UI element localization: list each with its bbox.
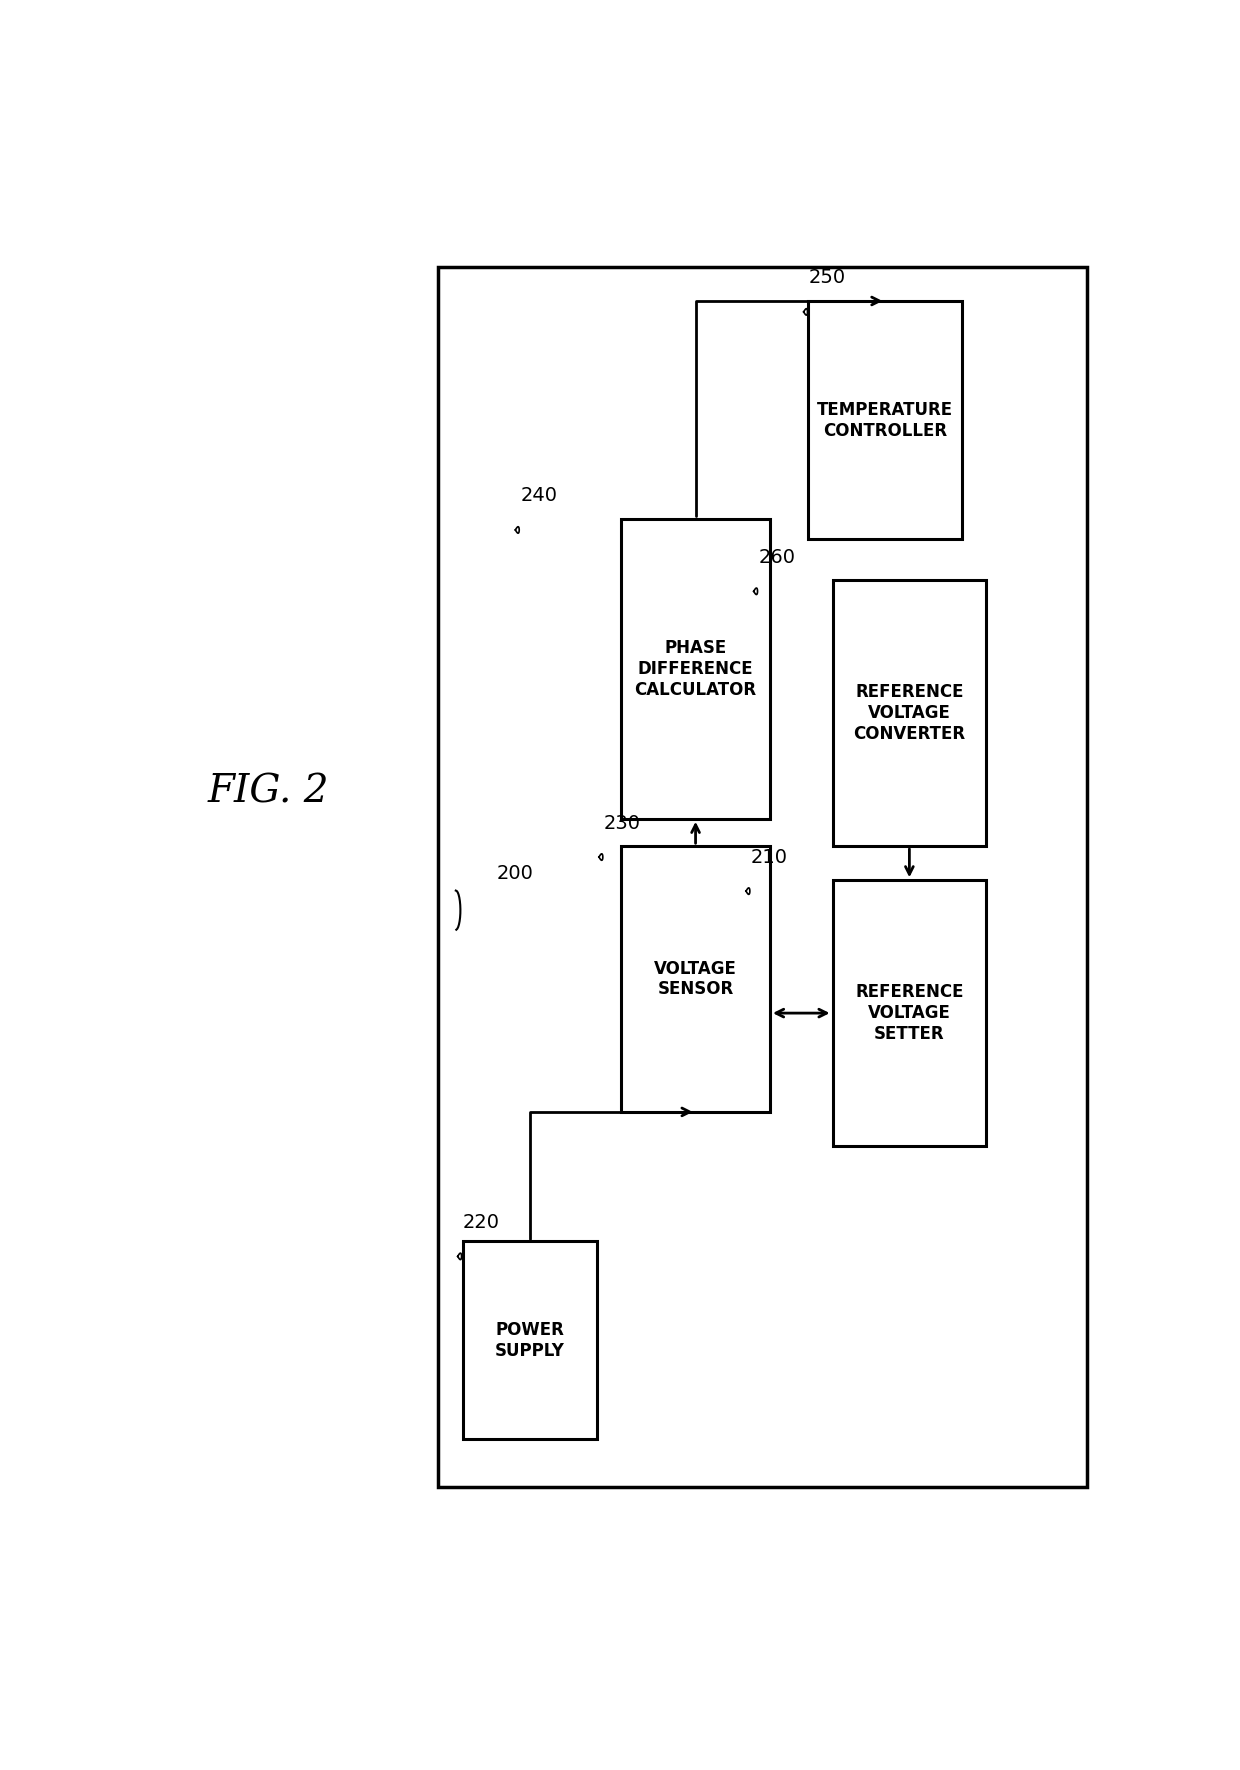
Text: FIG. 2: FIG. 2	[208, 773, 330, 811]
Text: 250: 250	[808, 269, 846, 287]
Bar	[621, 519, 770, 820]
Text: 200: 200	[496, 864, 533, 883]
Text: VOLTAGE
SENSOR: VOLTAGE SENSOR	[655, 959, 737, 998]
Bar	[463, 1241, 596, 1439]
Bar	[832, 880, 986, 1145]
Text: 210: 210	[751, 848, 787, 867]
Bar	[621, 846, 770, 1112]
Bar	[439, 267, 1087, 1487]
Text: REFERENCE
VOLTAGE
CONVERTER: REFERENCE VOLTAGE CONVERTER	[853, 683, 966, 743]
Bar	[832, 581, 986, 846]
Text: 220: 220	[463, 1212, 500, 1232]
Text: TEMPERATURE
CONTROLLER: TEMPERATURE CONTROLLER	[817, 400, 954, 439]
Text: 230: 230	[604, 814, 641, 832]
Text: 260: 260	[759, 547, 796, 566]
Text: PHASE
DIFFERENCE
CALCULATOR: PHASE DIFFERENCE CALCULATOR	[635, 639, 756, 699]
Text: REFERENCE
VOLTAGE
SETTER: REFERENCE VOLTAGE SETTER	[856, 984, 963, 1043]
Text: POWER
SUPPLY: POWER SUPPLY	[495, 1320, 564, 1359]
Text: 240: 240	[521, 487, 557, 506]
Bar	[808, 301, 962, 540]
